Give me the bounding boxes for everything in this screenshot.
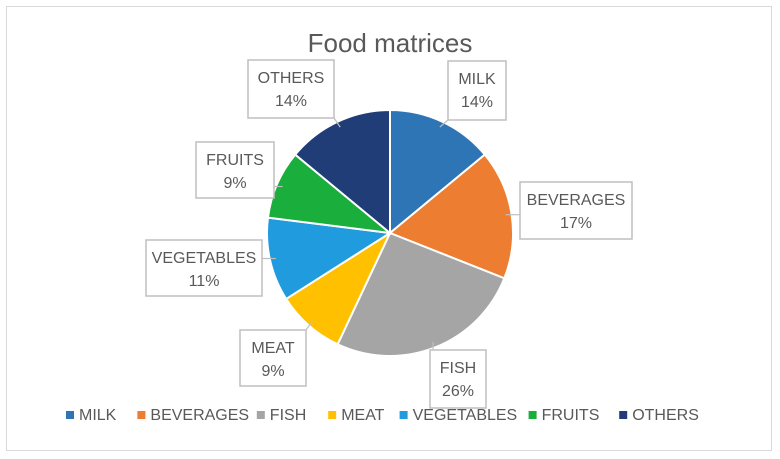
data-label-percent: 14% (461, 94, 493, 111)
leader-line-meat (305, 320, 314, 331)
legend-item-milk: MILK (66, 407, 117, 424)
legend-label: BEVERAGES (150, 407, 249, 424)
legend-label: OTHERS (632, 407, 699, 424)
chart-title: Food matrices (308, 28, 473, 58)
callout-box (519, 181, 633, 240)
legend-item-vegetables: VEGETABLES (399, 407, 518, 424)
legend-swatch (528, 411, 537, 419)
callout-milk: MILK 14% (447, 60, 507, 121)
data-label-category: BEVERAGES (527, 192, 626, 209)
data-label-category: FISH (440, 360, 476, 377)
callout-box (429, 349, 487, 409)
data-label-percent: 9% (261, 363, 284, 380)
legend-label: MEAT (341, 407, 384, 424)
pie-slice-milk (389, 108, 487, 236)
legend-label: FRUITS (542, 407, 600, 424)
callout-vegetables: VEGETABLES 11% (145, 239, 263, 297)
legend-item-beverages: BEVERAGES (137, 407, 249, 424)
callout-fish: FISH 26% (429, 349, 487, 409)
legend-item-fruits: FRUITS (528, 407, 600, 424)
leader-line-others (333, 117, 341, 128)
legend-label: VEGETABLES (413, 407, 518, 424)
data-label-category: MILK (458, 71, 496, 88)
callout-box (447, 60, 507, 121)
data-label-percent: 26% (442, 383, 474, 400)
callout-box (195, 141, 275, 199)
data-label-percent: 11% (189, 273, 220, 290)
slices-layer (266, 108, 514, 357)
legend-swatch (256, 411, 265, 419)
callout-box (247, 59, 335, 119)
data-label-category: MEAT (251, 340, 294, 357)
callout-beverages: BEVERAGES 17% (519, 181, 633, 240)
legend-swatch (137, 411, 146, 419)
data-label-category: VEGETABLES (152, 250, 257, 267)
legend: MILK BEVERAGES FISH MEAT VEGETABLES FRUITS OTH… (66, 407, 699, 424)
legend-swatch (399, 411, 408, 419)
legend-swatch (619, 411, 628, 419)
callout-meat: MEAT 9% (239, 329, 307, 387)
callout-box (145, 239, 263, 297)
data-label-category: FRUITS (206, 152, 264, 169)
legend-swatch (66, 411, 74, 419)
pie-slice-vegetables (266, 216, 393, 301)
pie-slice-fish (336, 231, 506, 357)
legend-item-others: OTHERS (619, 407, 699, 424)
data-label-callouts: MILK 14% BEVERAGES 17% FISH 26% MEAT 9% VEGETABL… (145, 59, 633, 409)
legend-swatch (328, 411, 337, 419)
pie-slice-beverages (388, 153, 514, 280)
leader-lines (262, 117, 520, 350)
legend-item-meat: MEAT (328, 407, 385, 424)
callout-box (239, 329, 307, 387)
callout-fruits: FRUITS 9% (195, 141, 275, 199)
data-label-percent: 17% (560, 215, 592, 232)
leader-line-milk (439, 119, 449, 128)
callout-others: OTHERS 14% (247, 59, 335, 119)
pie-slice-others (293, 108, 391, 236)
legend-label: MILK (79, 407, 117, 424)
data-label-category: OTHERS (258, 70, 325, 87)
data-label-percent: 14% (275, 93, 307, 110)
data-label-percent: 9% (223, 175, 246, 192)
legend-label: FISH (270, 407, 306, 424)
legend-item-fish: FISH (256, 407, 306, 424)
